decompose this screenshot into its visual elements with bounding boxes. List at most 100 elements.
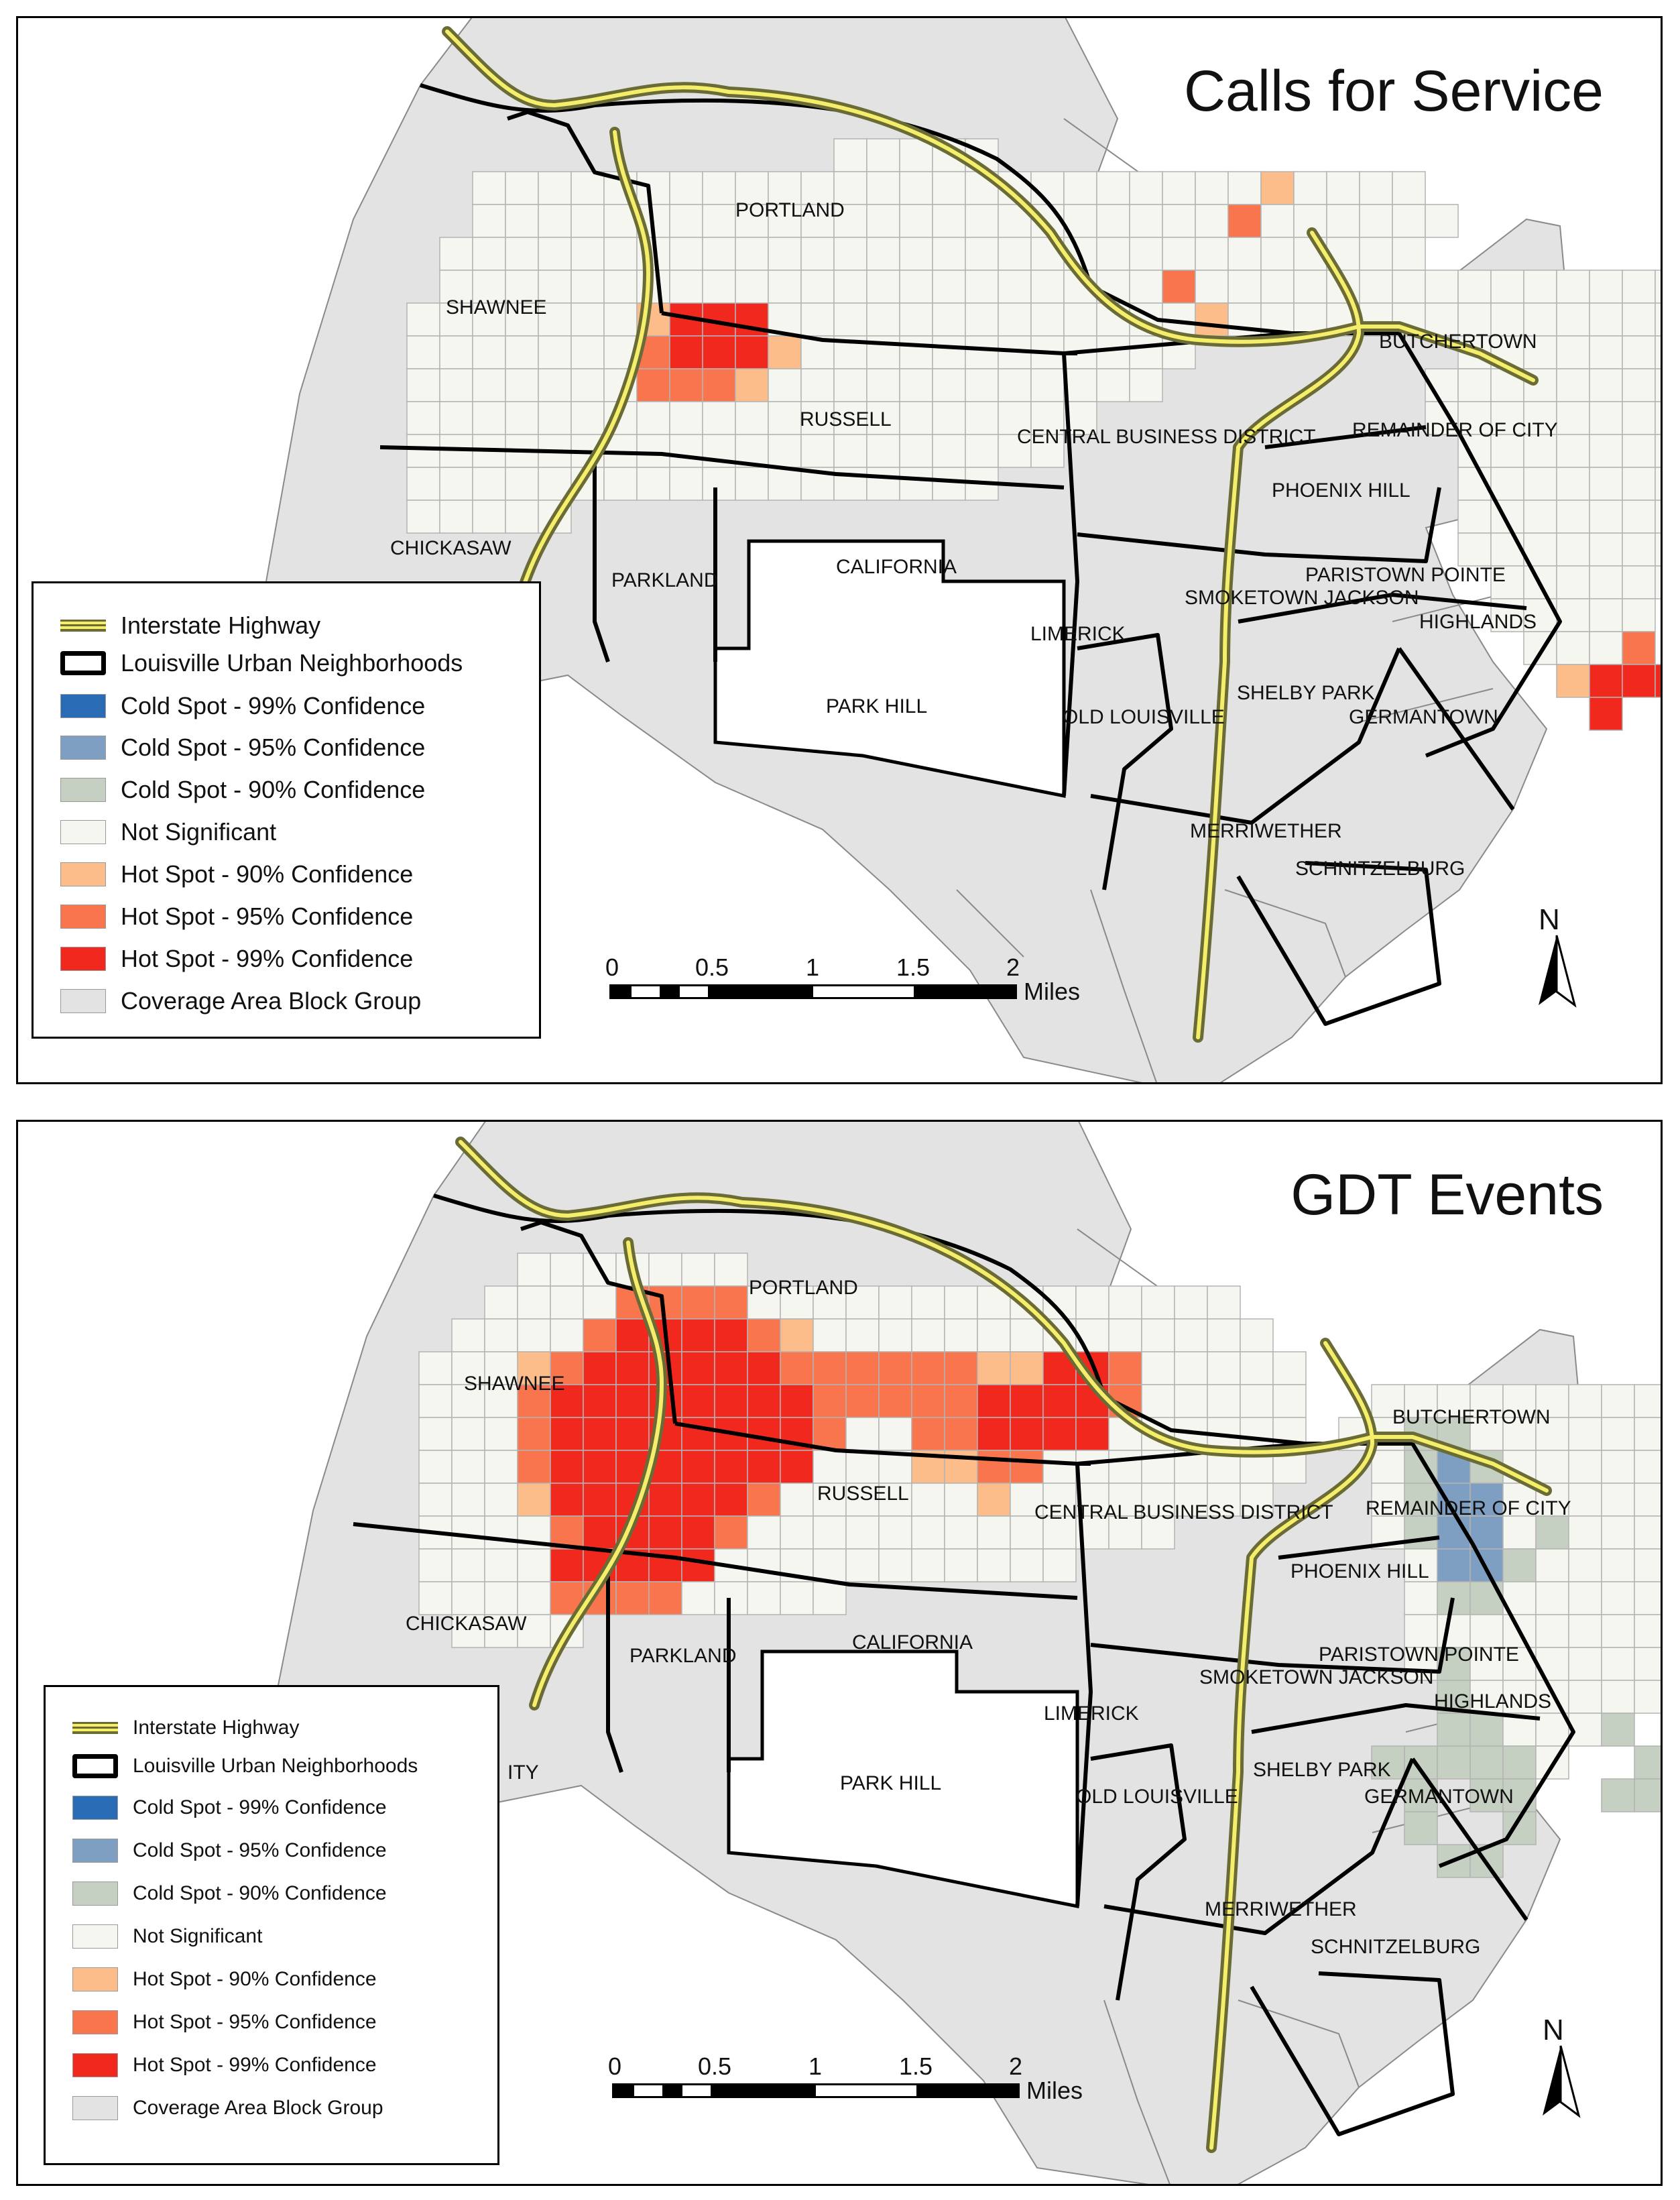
grid-cell-not-sig bbox=[505, 171, 539, 205]
grid-cell-hot99 bbox=[714, 1483, 748, 1517]
grid-cell-not-sig bbox=[1457, 368, 1492, 402]
grid-cell-not-sig bbox=[406, 467, 440, 501]
scale-bar: 0 0.5 1 1.5 2 Miles bbox=[607, 2052, 1093, 2106]
grid-cell-not-sig bbox=[1622, 467, 1656, 501]
neighborhood-outline-icon bbox=[60, 651, 106, 675]
grid-cell-not-sig bbox=[800, 237, 835, 271]
grid-cell-not-sig bbox=[1535, 1548, 1569, 1582]
grid-cell-hot95 bbox=[813, 1417, 847, 1451]
grid-cell-cold90 bbox=[1634, 1778, 1661, 1812]
legend-item-cold-spot-95: Cold Spot - 95% Confidence bbox=[60, 734, 425, 762]
grid-cell-not-sig bbox=[1589, 368, 1623, 402]
grid-cell-not-sig bbox=[800, 171, 835, 205]
scale-tick: 1.5 bbox=[898, 2052, 933, 2080]
grid-cell-not-sig bbox=[1601, 1417, 1635, 1451]
grid-cell-hot99 bbox=[977, 1384, 1011, 1418]
grid-cell-not-sig bbox=[669, 237, 703, 271]
grid-cell-not-sig bbox=[866, 401, 900, 435]
grid-cell-not-sig bbox=[1601, 1384, 1635, 1418]
grid-cell-not-sig bbox=[636, 434, 670, 468]
grid-cell-hot99 bbox=[648, 1483, 682, 1517]
grid-cell-not-sig bbox=[472, 500, 506, 534]
grid-cell-not-sig bbox=[451, 1417, 485, 1451]
grid-cell-not-sig bbox=[1634, 1647, 1661, 1681]
grid-cell-not-sig bbox=[1030, 302, 1065, 337]
grid-cell-not-sig bbox=[1556, 434, 1590, 468]
grid-cell-hot99 bbox=[780, 1384, 814, 1418]
grid-cell-not-sig bbox=[977, 1318, 1011, 1352]
grid-cell-cold90 bbox=[1502, 1548, 1537, 1582]
grid-cell-not-sig bbox=[439, 401, 473, 435]
legend-label: Cold Spot - 90% Confidence bbox=[121, 776, 426, 803]
grid-cell-not-sig bbox=[484, 1318, 518, 1352]
grid-cell-not-sig bbox=[1129, 368, 1163, 402]
grid-cell-hot99 bbox=[583, 1417, 617, 1451]
grid-cell-not-sig bbox=[800, 401, 835, 435]
grid-cell-not-sig bbox=[550, 1253, 584, 1287]
map-panel-gdt-events: PORTLAND SHAWNEE RUSSELL CENTRAL BUSINES… bbox=[16, 1120, 1663, 2186]
grid-cell-not-sig bbox=[1655, 500, 1661, 534]
scale-tick: 0.5 bbox=[695, 953, 729, 981]
grid-cell-cold90 bbox=[1535, 1515, 1569, 1550]
park-hill-area bbox=[727, 1649, 1079, 1909]
grid-cell-hot99 bbox=[550, 1548, 584, 1582]
label-remainder-of-city-fragment: ITY bbox=[507, 1761, 539, 1784]
grid-cell-hot95 bbox=[845, 1351, 880, 1385]
grid-cell-hot99 bbox=[615, 1351, 650, 1385]
grid-cell-not-sig bbox=[1634, 1680, 1661, 1714]
grid-cell-not-sig bbox=[735, 237, 769, 271]
grid-cell-not-sig bbox=[1457, 532, 1492, 567]
grid-cell-not-sig bbox=[1502, 1384, 1537, 1418]
label-park-hill: PARK HILL bbox=[826, 695, 927, 717]
grid-cell-not-sig bbox=[603, 302, 638, 337]
grid-cell-hot95 bbox=[845, 1384, 880, 1418]
grid-cell-hot99 bbox=[550, 1417, 584, 1451]
scale-tick: 0 bbox=[607, 2052, 622, 2080]
grid-cell-not-sig bbox=[1227, 237, 1262, 271]
label-portland: PORTLAND bbox=[735, 199, 845, 221]
scale-tick: 2 bbox=[1006, 953, 1020, 981]
park-hill-area bbox=[713, 539, 1066, 799]
grid-cell-hot99 bbox=[583, 1515, 617, 1550]
legend-label: Interstate Highway bbox=[133, 1717, 300, 1739]
grid-cell-not-sig bbox=[517, 1581, 551, 1615]
grid-cell-not-sig bbox=[418, 1417, 453, 1451]
grid-cell-hot99 bbox=[648, 1515, 682, 1550]
grid-cell-not-sig bbox=[1490, 270, 1524, 304]
grid-cell-not-sig bbox=[1227, 270, 1262, 304]
grid-cell-not-sig bbox=[1655, 532, 1661, 567]
grid-cell-cold90 bbox=[1404, 1811, 1438, 1845]
grid-cell-not-sig bbox=[833, 302, 867, 337]
grid-cell-hot99 bbox=[1010, 1384, 1044, 1418]
grid-cell-not-sig bbox=[538, 335, 572, 369]
grid-cell-not-sig bbox=[451, 1548, 485, 1582]
grid-cell-not-sig bbox=[1260, 237, 1295, 271]
grid-cell-not-sig bbox=[878, 1285, 912, 1320]
north-arrow: N bbox=[1537, 2014, 1584, 2118]
grid-cell-hot99 bbox=[615, 1318, 650, 1352]
grid-cell-not-sig bbox=[1568, 1450, 1602, 1484]
grid-cell-not-sig bbox=[1392, 171, 1426, 205]
grid-cell-not-sig bbox=[1601, 1515, 1635, 1550]
grid-cell-not-sig bbox=[1601, 1680, 1635, 1714]
grid-cell-not-sig bbox=[833, 237, 867, 271]
grid-cell-not-sig bbox=[911, 1285, 945, 1320]
map-title: GDT Events bbox=[1291, 1163, 1604, 1227]
grid-cell-not-sig bbox=[878, 1417, 912, 1451]
grid-cell-not-sig bbox=[1490, 532, 1524, 567]
cold-spot-90-swatch bbox=[60, 778, 106, 802]
grid-cell-hot99 bbox=[681, 1417, 715, 1451]
grid-cell-hot99 bbox=[550, 1483, 584, 1517]
grid-cell-not-sig bbox=[1162, 237, 1196, 271]
grid-cell-not-sig bbox=[538, 204, 572, 238]
grid-cell-hot95 bbox=[944, 1351, 978, 1385]
legend-item-cold-spot-99: Cold Spot - 99% Confidence bbox=[72, 1796, 387, 1820]
grid-cell-not-sig bbox=[1129, 171, 1163, 205]
grid-cell-not-sig bbox=[538, 171, 572, 205]
grid-cell-not-sig bbox=[1601, 1647, 1635, 1681]
grid-cell-not-sig bbox=[866, 467, 900, 501]
legend-label: Cold Spot - 95% Confidence bbox=[121, 734, 426, 761]
legend-item-hot-spot-95: Hot Spot - 95% Confidence bbox=[60, 903, 413, 931]
grid-cell-not-sig bbox=[1425, 270, 1459, 304]
legend-item-hot-spot-99: Hot Spot - 99% Confidence bbox=[60, 945, 413, 973]
